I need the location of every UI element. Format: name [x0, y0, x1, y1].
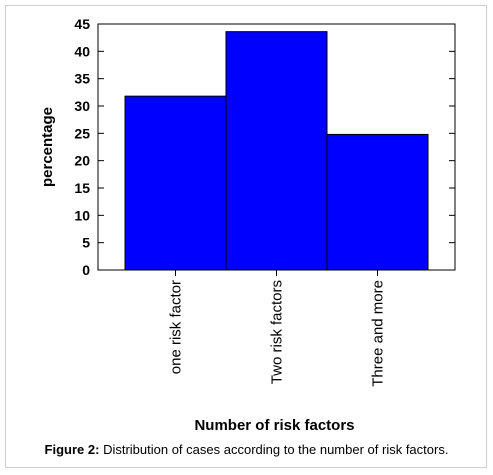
y-tick-label: 0 — [82, 262, 90, 278]
bar-1 — [124, 95, 227, 271]
y-tick-label: 15 — [74, 180, 90, 196]
x-category-label: Three and more — [370, 280, 387, 387]
y-axis-ticks: 0 5 10 15 20 25 30 35 40 45 — [74, 16, 455, 278]
y-tick-label: 20 — [74, 153, 90, 169]
figure-caption-text: Distribution of cases according to the n… — [99, 442, 449, 457]
x-axis-label: Number of risk factors — [194, 417, 354, 434]
x-category-label: Two risk factors — [269, 280, 286, 384]
figure-caption: Figure 2: Distribution of cases accordin… — [0, 442, 493, 457]
y-tick-label: 25 — [74, 125, 90, 141]
y-tick-label: 45 — [74, 16, 90, 32]
y-tick-label: 30 — [74, 98, 90, 114]
y-tick-label: 5 — [82, 235, 90, 251]
bar-3 — [326, 133, 429, 271]
y-tick-label: 35 — [74, 71, 90, 87]
x-category-label: one risk factor — [168, 280, 185, 374]
y-tick-label: 10 — [74, 207, 90, 223]
y-axis-label: percentage — [39, 107, 56, 187]
figure-caption-label: Figure 2: — [44, 442, 100, 457]
y-tick-label: 40 — [74, 43, 90, 59]
bar-chart: 0 5 10 15 20 25 30 35 40 45 one risk factor Two ri… — [39, 16, 456, 434]
bar-2 — [225, 31, 328, 271]
bars-group — [124, 31, 429, 271]
x-axis-category-labels: one risk factor Two risk factors Three and… — [168, 270, 387, 387]
